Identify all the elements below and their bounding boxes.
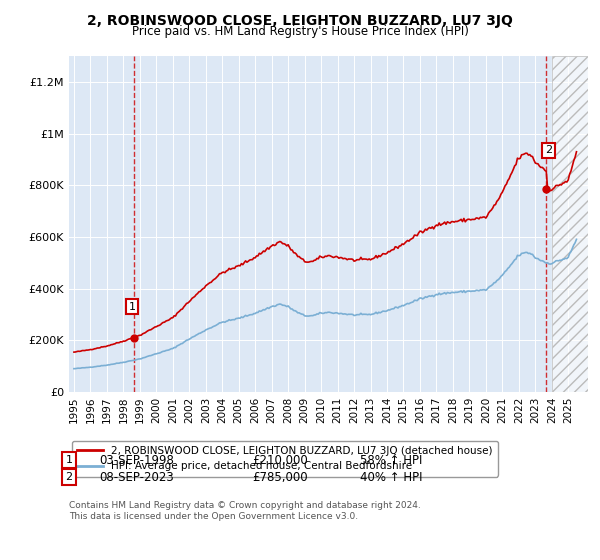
Text: 2: 2: [65, 472, 73, 482]
Text: Contains HM Land Registry data © Crown copyright and database right 2024.
This d: Contains HM Land Registry data © Crown c…: [69, 501, 421, 521]
Text: 03-SEP-1998: 03-SEP-1998: [99, 454, 174, 467]
Text: 08-SEP-2023: 08-SEP-2023: [99, 470, 174, 484]
Text: £210,000: £210,000: [252, 454, 308, 467]
Text: 1: 1: [128, 302, 136, 312]
Text: 40% ↑ HPI: 40% ↑ HPI: [360, 470, 422, 484]
Legend: 2, ROBINSWOOD CLOSE, LEIGHTON BUZZARD, LU7 3JQ (detached house), HPI: Average pr: 2, ROBINSWOOD CLOSE, LEIGHTON BUZZARD, L…: [71, 441, 498, 477]
Text: 1: 1: [65, 455, 73, 465]
Text: 58% ↑ HPI: 58% ↑ HPI: [360, 454, 422, 467]
Text: £785,000: £785,000: [252, 470, 308, 484]
Bar: [552, 56, 588, 392]
Bar: [552, 56, 588, 392]
Text: Price paid vs. HM Land Registry's House Price Index (HPI): Price paid vs. HM Land Registry's House …: [131, 25, 469, 38]
Text: 2, ROBINSWOOD CLOSE, LEIGHTON BUZZARD, LU7 3JQ: 2, ROBINSWOOD CLOSE, LEIGHTON BUZZARD, L…: [87, 14, 513, 28]
Text: 2: 2: [545, 146, 552, 155]
